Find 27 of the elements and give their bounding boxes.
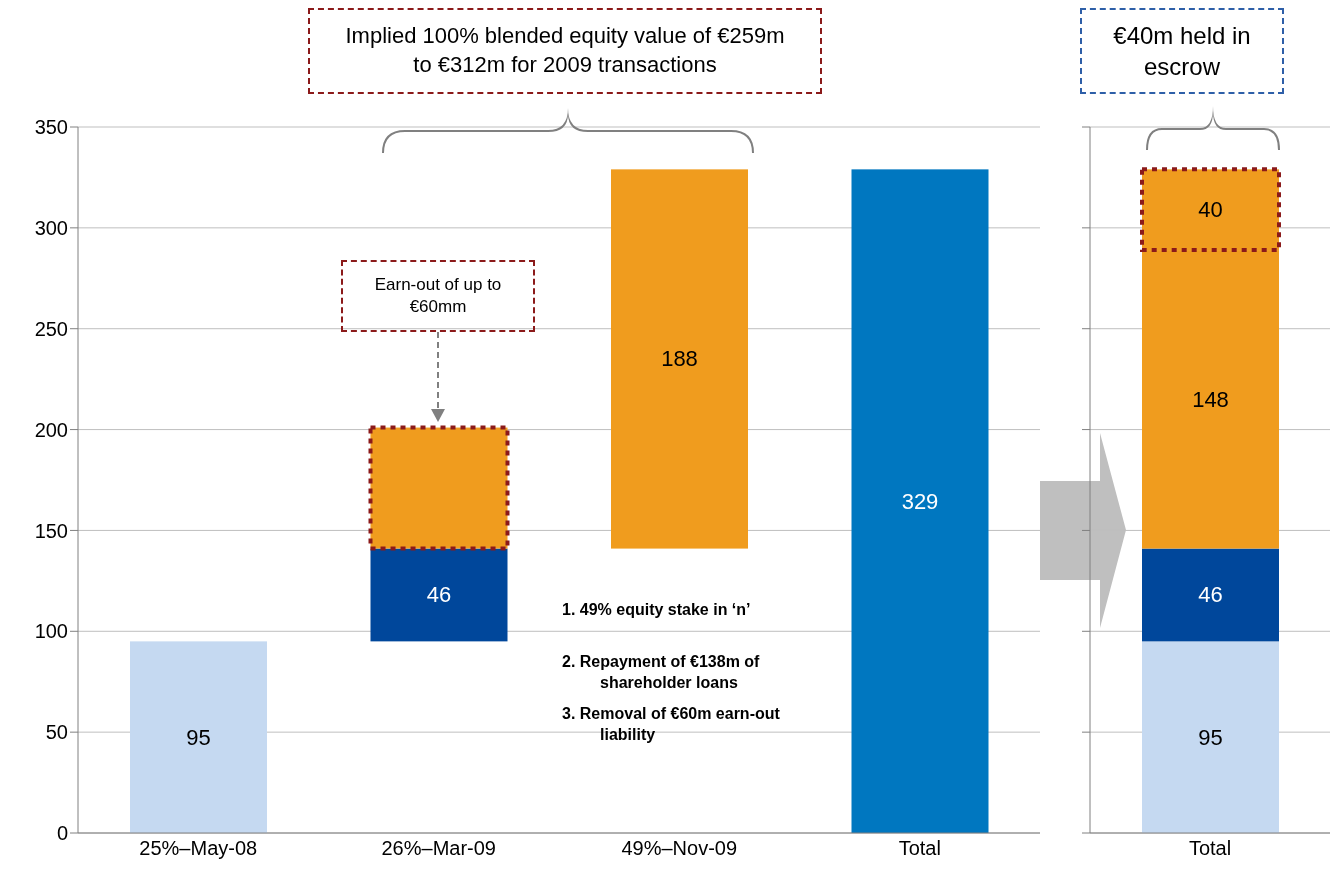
x-tick-label: 25%–May-08	[139, 837, 258, 860]
data-label: 95	[186, 724, 211, 750]
annotation: 2. Repayment of €138m of shareholder loans	[562, 652, 761, 693]
text: €40m held in escrow	[1080, 8, 1284, 94]
annotation: 3. Removal of €60m earn-out liability	[562, 704, 781, 745]
x-tick-label: Total	[898, 837, 941, 860]
x-tick-label: 49%–Nov-09	[621, 837, 738, 860]
y-tick-label: 200	[34, 418, 68, 441]
data-label: 40	[1198, 197, 1223, 223]
data-label: 46	[1198, 582, 1223, 608]
data-label: 188	[661, 346, 698, 372]
data-label: 148	[1192, 386, 1229, 412]
y-tick-label: 100	[34, 620, 68, 643]
annotation: 1. 49% equity stake in ‘n’	[562, 600, 752, 620]
annotation: Earn-out of up to €60mm	[341, 260, 535, 332]
y-tick-label: 300	[34, 216, 68, 239]
y-tick-label: 250	[34, 317, 68, 340]
y-tick-label: 50	[45, 721, 68, 744]
data-label: 95	[1198, 724, 1223, 750]
data-label: 46	[426, 582, 452, 608]
x-tick-label: Total	[1188, 837, 1232, 860]
data-label: 329	[901, 488, 939, 514]
y-tick-label: 0	[56, 822, 68, 845]
y-tick-label: 350	[34, 116, 68, 139]
text: Implied 100% blended equity value of €259m to €312m for 2009 transactions	[308, 8, 822, 94]
x-tick-label: 26%–Mar-09	[381, 837, 497, 860]
y-tick-label: 150	[34, 519, 68, 542]
